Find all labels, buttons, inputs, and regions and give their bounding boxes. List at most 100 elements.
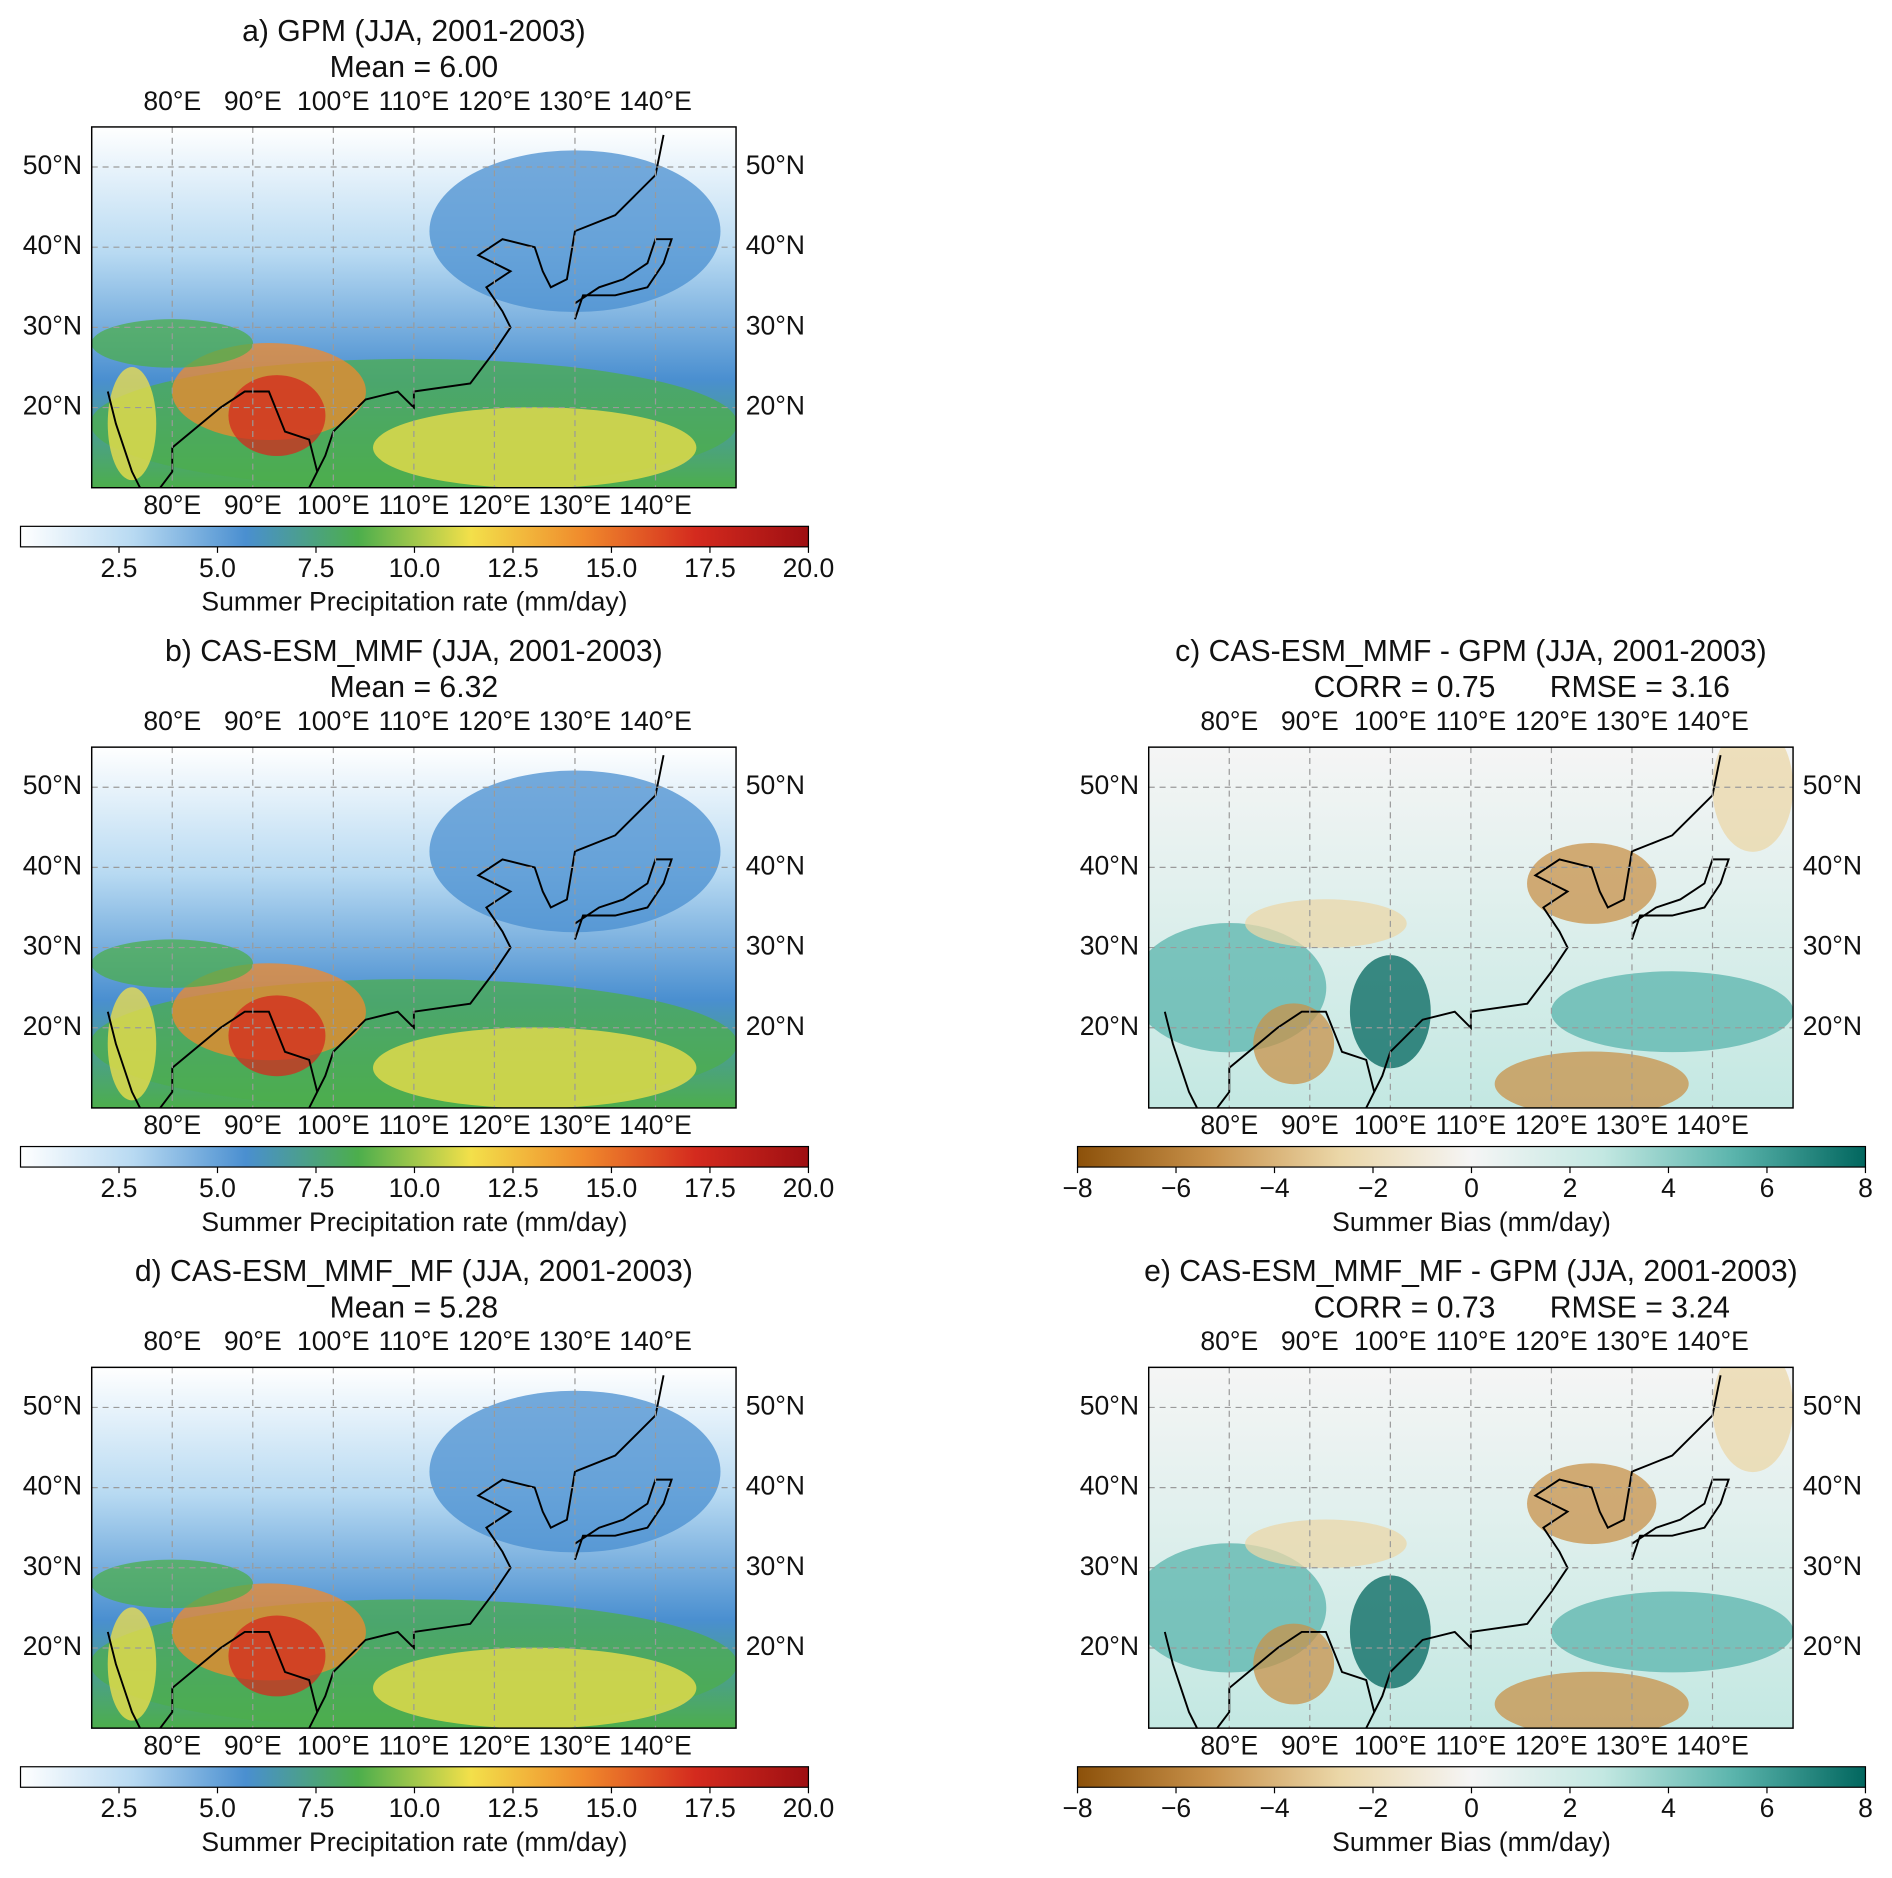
lon-label-bottom: 120°E [458, 1110, 531, 1140]
lat-label-left: 20°N [23, 1011, 82, 1041]
panel-subtitle: Mean = 5.28 [330, 1291, 499, 1324]
lat-label-right: 30°N [746, 931, 805, 961]
colorbar-label: Summer Precipitation rate (mm/day) [201, 1207, 627, 1237]
lon-label-bottom: 120°E [458, 490, 531, 520]
lon-label-bottom: 140°E [1676, 1730, 1749, 1760]
lon-label-top: 120°E [458, 1326, 531, 1356]
lat-label-left: 50°N [23, 1390, 82, 1420]
lat-label-right: 20°N [746, 391, 805, 421]
colorbar-tick-label: 0 [1464, 1793, 1479, 1823]
panel: b) CAS-ESM_MMF (JJA, 2001-2003)Mean = 6.… [19, 635, 834, 1237]
map [1148, 747, 1794, 1108]
field-blob [91, 939, 254, 988]
lon-label-top: 90°E [1281, 1326, 1339, 1356]
field-blob [1551, 971, 1794, 1053]
field-blob [1494, 1671, 1689, 1729]
field-blob [1712, 747, 1794, 852]
lat-label-right: 40°N [1803, 850, 1862, 880]
corr-label: CORR = 0.73 [1314, 1291, 1496, 1324]
colorbar-tick-label: 6 [1760, 1173, 1775, 1203]
lat-label-right: 40°N [1803, 1471, 1862, 1501]
lon-label-bottom: 90°E [224, 1110, 282, 1140]
lon-label-top: 90°E [1281, 706, 1339, 736]
lon-label-top: 90°E [224, 706, 282, 736]
lon-label-bottom: 120°E [1515, 1110, 1588, 1140]
panel-title: c) CAS-ESM_MMF - GPM (JJA, 2001-2003) [1175, 635, 1767, 668]
field-blob [1494, 1051, 1689, 1108]
colorbar-tick-label: 4 [1661, 1173, 1676, 1203]
lon-label-bottom: 90°E [1281, 1110, 1339, 1140]
lon-label-top: 120°E [1515, 706, 1588, 736]
colorbar [19, 1145, 810, 1168]
panel-subtitle: Mean = 6.00 [330, 51, 499, 84]
colorbar-tick-label: −4 [1259, 1173, 1289, 1203]
panel-title: e) CAS-ESM_MMF_MF - GPM (JJA, 2001-2003) [1144, 1255, 1798, 1288]
panel: a) GPM (JJA, 2001-2003)Mean = 6.00 80°E 80… [19, 15, 835, 617]
lon-label-top: 140°E [1676, 1326, 1749, 1356]
lon-label-top: 130°E [539, 706, 612, 736]
field-blob [91, 1559, 254, 1609]
colorbar-tick-label: 4 [1661, 1793, 1676, 1823]
lon-label-bottom: 130°E [539, 1110, 612, 1140]
panel-title: b) CAS-ESM_MMF (JJA, 2001-2003) [165, 635, 663, 668]
coastline [574, 238, 673, 320]
rmse-label: RMSE = 3.24 [1550, 1291, 1730, 1324]
lat-label-left: 40°N [23, 850, 82, 880]
colorbar-label: Summer Bias (mm/day) [1332, 1827, 1611, 1857]
field-blob [107, 1607, 157, 1721]
field-blob [1527, 1463, 1657, 1545]
lon-label-top: 110°E [1436, 706, 1507, 736]
lat-label-right: 30°N [1803, 1551, 1862, 1581]
panel: e) CAS-ESM_MMF_MF - GPM (JJA, 2001-2003)… [1062, 1255, 1872, 1857]
colorbar-tick-label: 20.0 [783, 553, 835, 583]
lat-label-left: 20°N [1080, 1631, 1139, 1661]
lon-label-bottom: 80°E [143, 1110, 201, 1140]
lat-label-right: 50°N [746, 770, 805, 800]
lon-label-top: 130°E [539, 1326, 612, 1356]
lat-label-left: 50°N [23, 150, 82, 180]
lon-label-bottom: 100°E [1354, 1110, 1427, 1140]
colorbar [1076, 1766, 1867, 1788]
colorbar-tick-label: −6 [1161, 1173, 1191, 1203]
colorbar-tick-label: 0 [1464, 1173, 1479, 1203]
coastline [106, 390, 319, 488]
coastline [574, 858, 673, 940]
lat-label-left: 20°N [23, 391, 82, 421]
lon-label-bottom: 120°E [458, 1730, 531, 1760]
colorbar-tick-label: 17.5 [684, 1173, 736, 1203]
lon-label-top: 100°E [1354, 706, 1427, 736]
coastline [106, 1630, 319, 1729]
lon-label-top: 140°E [619, 86, 692, 116]
lon-label-top: 140°E [619, 706, 692, 736]
colorbar-label: Summer Precipitation rate (mm/day) [201, 587, 627, 617]
colorbar-tick-label: 7.5 [298, 553, 335, 583]
colorbar-tick-label: −2 [1358, 1793, 1388, 1823]
coastline [308, 754, 665, 1108]
lon-label-bottom: 110°E [379, 1110, 450, 1140]
lon-label-bottom: 130°E [1596, 1110, 1669, 1140]
colorbar-tick-label: 2.5 [101, 1173, 138, 1203]
field-blob [107, 366, 157, 481]
lat-label-left: 50°N [1080, 1390, 1139, 1420]
coastline [1631, 858, 1730, 940]
map-frame [1147, 746, 1794, 1109]
field-blob [373, 407, 697, 488]
field-blob [1245, 899, 1407, 948]
lon-label-top: 90°E [224, 86, 282, 116]
lon-label-bottom: 80°E [1200, 1730, 1258, 1760]
lon-label-top: 100°E [1354, 1326, 1427, 1356]
lon-label-bottom: 110°E [1436, 1110, 1507, 1140]
colorbar-tick-label: 5.0 [199, 1173, 236, 1203]
lon-label-bottom: 140°E [619, 490, 692, 520]
lat-label-right: 50°N [746, 1390, 805, 1420]
rmse-label: RMSE = 3.16 [1550, 671, 1730, 704]
colorbar [1076, 1145, 1867, 1168]
colorbar-tick-label: 5.0 [199, 553, 236, 583]
coastline [1163, 1630, 1376, 1729]
lon-label-top: 140°E [1676, 706, 1749, 736]
lon-label-top: 110°E [1436, 1326, 1507, 1356]
colorbar-tick-label: −8 [1062, 1793, 1092, 1823]
field-blob [1527, 843, 1657, 924]
colorbar-tick-label: 2 [1563, 1793, 1578, 1823]
